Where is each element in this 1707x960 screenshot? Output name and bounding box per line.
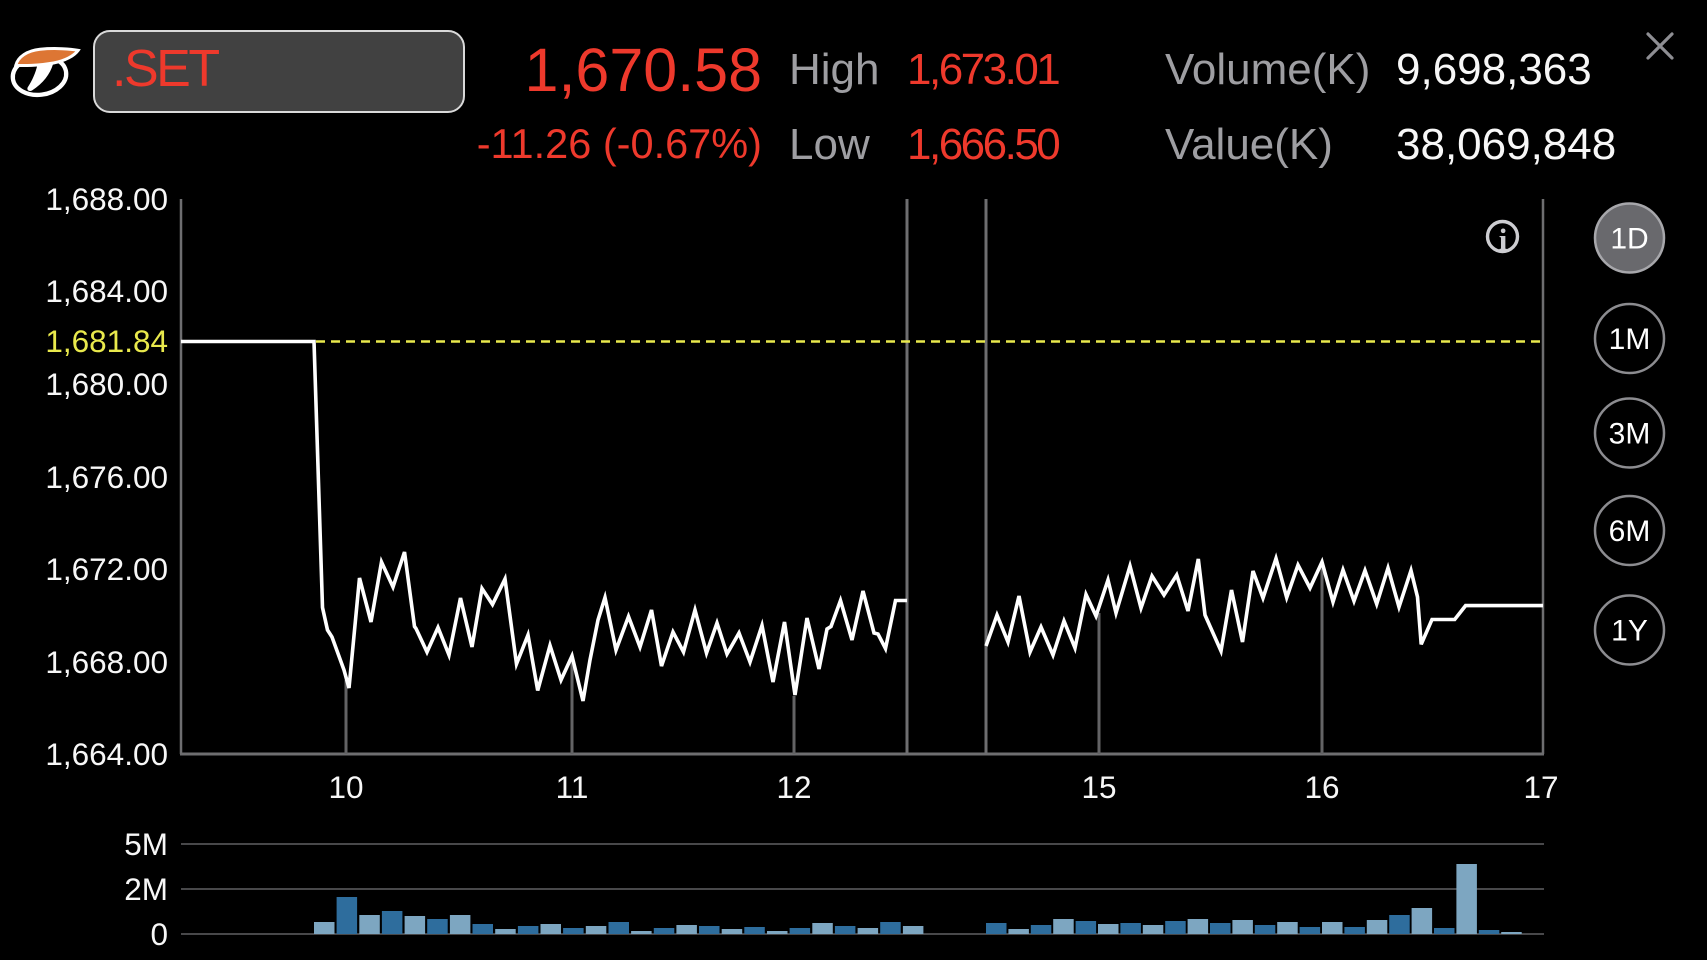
svg-text:0: 0 [150,916,168,952]
svg-text:5M: 5M [124,826,168,862]
svg-text:1,684.00: 1,684.00 [45,273,168,309]
svg-text:15: 15 [1081,769,1116,805]
svg-text:1,681.84: 1,681.84 [45,323,168,359]
svg-text:1D: 1D [1610,223,1648,256]
svg-text:1,668.00: 1,668.00 [45,644,168,680]
svg-text:1,672.00: 1,672.00 [45,551,168,587]
svg-text:1,664.00: 1,664.00 [45,736,168,772]
svg-text:12: 12 [776,769,811,805]
svg-text:1Y: 1Y [1611,615,1648,648]
svg-text:1M: 1M [1609,323,1651,356]
svg-text:3M: 3M [1609,418,1651,451]
svg-text:2M: 2M [124,871,168,907]
svg-text:17: 17 [1523,769,1558,805]
svg-text:1,680.00: 1,680.00 [45,366,168,402]
svg-text:16: 16 [1304,769,1339,805]
svg-text:11: 11 [556,769,589,805]
svg-text:1,676.00: 1,676.00 [45,459,168,495]
svg-text:1,688.00: 1,688.00 [45,181,168,217]
svg-text:10: 10 [328,769,363,805]
svg-text:i: i [1499,222,1508,257]
svg-text:6M: 6M [1609,515,1651,548]
